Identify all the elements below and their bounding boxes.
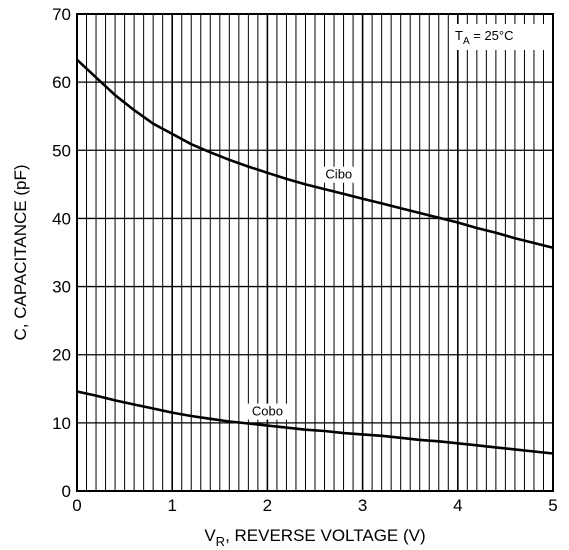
- x-axis-label-sub: R: [216, 534, 225, 549]
- temperature-note-main: T: [455, 28, 463, 43]
- y-tick-label: 10: [52, 414, 71, 433]
- x-axis-label-main: V: [204, 526, 216, 545]
- x-tick-label: 5: [548, 496, 557, 515]
- y-tick-label: 60: [52, 73, 71, 92]
- x-tick-label: 2: [263, 496, 272, 515]
- x-tick-label: 4: [453, 496, 462, 515]
- series-line-cibo: [76, 58, 554, 249]
- series-line-cobo: [76, 390, 554, 455]
- x-tick-labels: 0 1 2 3 4 5: [72, 496, 557, 515]
- y-tick-labels: 0 10 20 30 40 50 60 70: [52, 5, 71, 501]
- series-label-cibo: Cibo: [325, 167, 352, 182]
- x-tick-label: 3: [358, 496, 367, 515]
- y-tick-label: 30: [52, 278, 71, 297]
- temperature-note-sub: A: [463, 36, 470, 47]
- y-tick-label: 70: [52, 5, 71, 24]
- y-tick-label: 40: [52, 209, 71, 228]
- grid-minor: [86, 14, 544, 491]
- series-label-cobo: Cobo: [252, 404, 283, 419]
- y-tick-label: 0: [62, 482, 71, 501]
- x-tick-label: 0: [72, 496, 81, 515]
- temperature-note-bg: [449, 24, 547, 50]
- x-axis-label: VR, REVERSE VOLTAGE (V): [204, 526, 425, 549]
- y-axis-label: C, CAPACITANCE (pF): [11, 165, 30, 341]
- series-label-bg-cibo: [319, 166, 358, 183]
- y-tick-label: 20: [52, 346, 71, 365]
- x-tick-label: 1: [167, 496, 176, 515]
- x-axis-label-rest: , REVERSE VOLTAGE (V): [225, 526, 426, 545]
- plot-frame: [76, 13, 554, 492]
- temperature-note: TA = 25°C: [455, 28, 514, 47]
- y-tick-label: 50: [52, 141, 71, 160]
- series-lines: [76, 58, 554, 455]
- temperature-note-rest: = 25°C: [470, 28, 514, 43]
- series-label-bg-cobo: [247, 403, 288, 420]
